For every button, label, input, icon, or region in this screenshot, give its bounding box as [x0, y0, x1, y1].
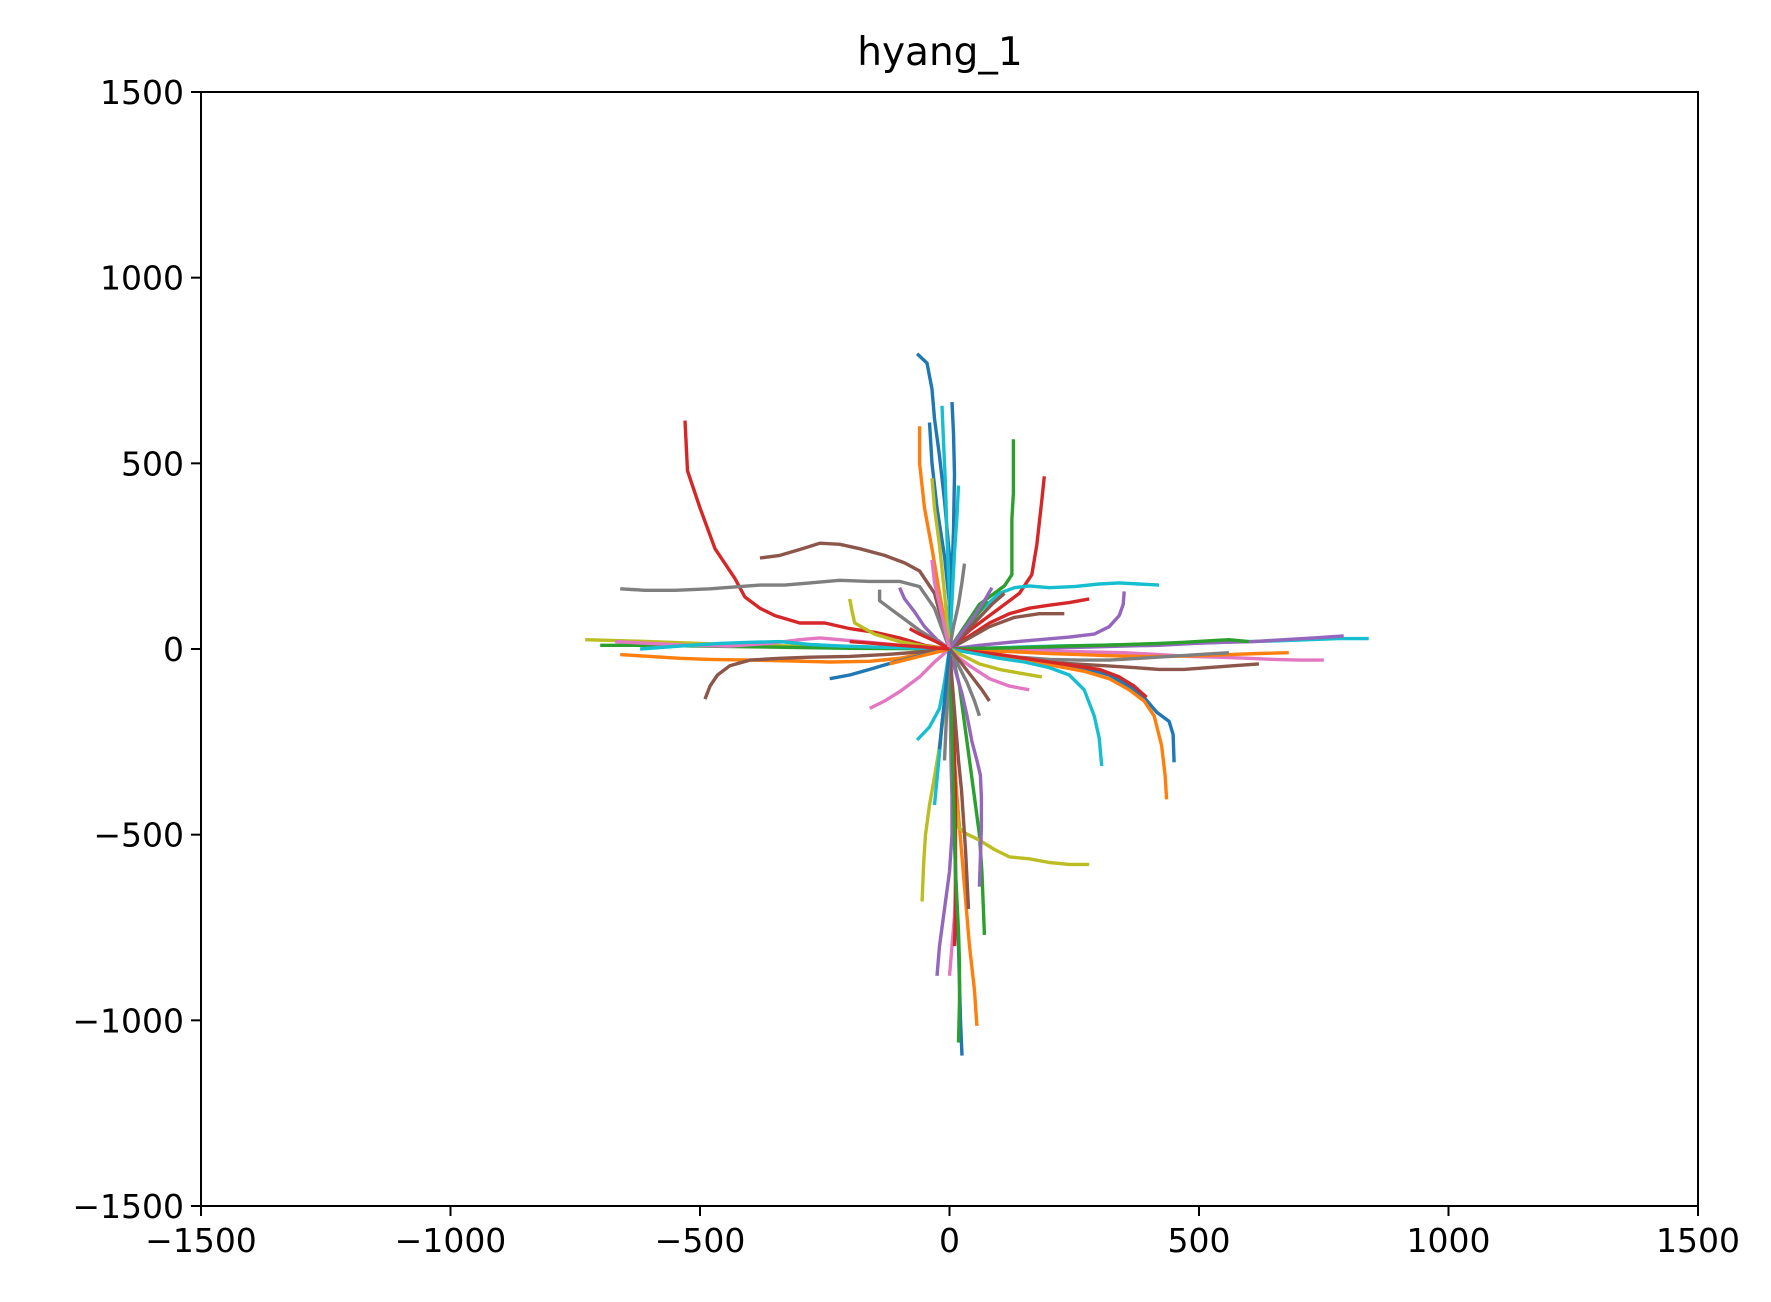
- trajectory-line-57: [948, 586, 994, 651]
- x-axis-ticks: −1500 −1000 −500 0 500 1000 1500: [145, 1206, 1740, 1260]
- trajectory-line-10: [759, 541, 952, 650]
- trajectory-line-52: [947, 648, 971, 909]
- trajectory-line-63: [889, 647, 950, 666]
- trajectory-line-61: [948, 647, 991, 702]
- trajectory-line-20: [620, 647, 950, 664]
- x-tick-label: 500: [1168, 1221, 1231, 1260]
- trajectory-line-60: [948, 648, 982, 717]
- trajectory-line-38: [949, 647, 1148, 699]
- trajectory-line-8: [948, 476, 1046, 651]
- y-tick-label: −1500: [72, 1187, 184, 1226]
- trajectory-line-19: [639, 639, 950, 651]
- trajectory-line-27: [908, 627, 951, 651]
- trajectory-line-6: [930, 478, 952, 650]
- trajectory-line-13: [948, 597, 1090, 651]
- x-tick-label: 1500: [1656, 1221, 1740, 1260]
- x-tick-label: −1000: [395, 1221, 507, 1260]
- series-layer: [585, 352, 1369, 1056]
- trajectory-line-11: [620, 578, 952, 650]
- trajectory-line-62: [937, 648, 952, 750]
- y-tick-label: −500: [93, 816, 184, 855]
- trajectory-line-14: [948, 612, 1065, 651]
- trajectory-line-58: [947, 563, 967, 650]
- trajectory-line-51: [947, 648, 962, 1043]
- trajectory-line-64: [849, 639, 950, 651]
- y-tick-label: 1500: [100, 73, 184, 112]
- y-tick-label: 0: [163, 630, 184, 669]
- y-tick-label: 1000: [100, 259, 184, 298]
- trajectory-line-9: [683, 420, 950, 651]
- chart-title: hyang_1: [857, 30, 1022, 75]
- x-tick-label: −1500: [145, 1221, 257, 1260]
- trajectory-line-21: [703, 647, 950, 700]
- trajectory-line-56: [948, 592, 1006, 651]
- x-tick-label: 0: [939, 1221, 960, 1260]
- trajectory-line-34: [949, 638, 1250, 651]
- trajectory-line-15: [949, 591, 1126, 651]
- trajectory-line-39: [949, 647, 1104, 767]
- y-axis-ticks: −1500 −1000 −500 0 500 1000 1500: [72, 73, 201, 1226]
- trajectory-line-40: [948, 647, 1043, 679]
- trajectory-line-7: [948, 439, 1016, 650]
- trajectory-line-5: [947, 485, 961, 650]
- trajectory-line-4: [917, 426, 952, 650]
- trajectory-line-49: [947, 648, 984, 887]
- y-tick-label: −1000: [72, 1001, 184, 1040]
- y-tick-label: 500: [121, 444, 184, 483]
- trajectory-line-23: [868, 647, 951, 710]
- x-tick-label: −500: [655, 1221, 746, 1260]
- x-tick-label: 1000: [1407, 1221, 1491, 1260]
- trajectory-line-32: [949, 647, 1289, 659]
- trajectory-line-59: [930, 559, 952, 650]
